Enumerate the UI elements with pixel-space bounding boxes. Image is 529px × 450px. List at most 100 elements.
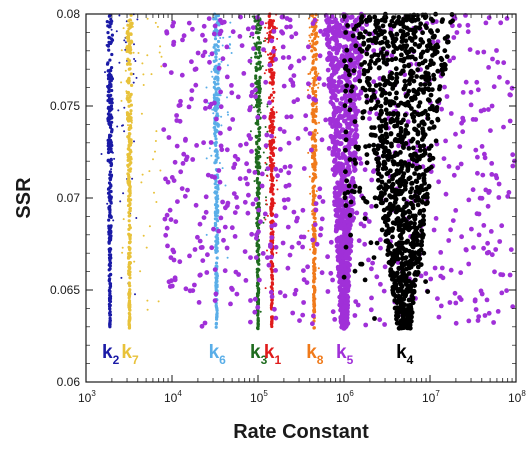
point-k2 [109,143,113,147]
point-k5 [504,16,510,21]
point-k1 [270,273,274,277]
point-k5 [457,144,463,150]
point-k2 [108,101,112,105]
point-k4 [358,261,363,267]
point-k5 [311,313,316,319]
point-k8 [311,177,315,181]
point-k3 [256,145,260,149]
point-k5 [164,30,170,36]
point-k4 [415,91,421,97]
point-k5 [493,247,499,252]
point-k2 [108,303,112,307]
point-k2 [107,48,111,52]
point-k7 [129,25,133,29]
point-k7 [120,49,123,52]
point-k3 [255,217,259,221]
point-k8 [313,26,317,30]
point-k2 [135,217,138,219]
point-k5 [439,106,444,112]
point-k5 [224,44,230,50]
point-k5 [229,225,235,231]
point-k3 [249,130,252,133]
point-k6 [229,43,232,46]
point-k8 [312,232,316,236]
point-k5 [255,114,261,120]
point-k6 [215,150,219,154]
point-k2 [106,99,110,103]
point-k4 [357,78,363,84]
point-k5 [468,102,474,108]
point-k4 [379,179,385,185]
point-k4 [379,110,384,116]
point-k1 [270,72,274,76]
point-k4 [396,245,402,251]
point-k6 [215,173,219,177]
point-k5 [329,95,335,101]
point-k5 [378,245,383,251]
point-k5 [179,72,185,78]
point-k8 [314,89,318,94]
point-k5 [216,65,222,71]
point-k5 [435,296,440,301]
point-k2 [123,106,126,109]
point-k4 [382,35,388,41]
point-k5 [348,239,354,245]
point-k3 [250,56,253,59]
point-k5 [332,202,338,208]
point-k5 [209,245,215,251]
point-k6 [215,317,219,321]
point-k5 [363,322,369,328]
point-k8 [314,145,318,149]
point-k1 [269,22,272,25]
point-k5 [326,146,332,151]
point-k5 [199,245,205,250]
point-k5 [275,173,280,179]
point-k4 [385,111,390,116]
point-k5 [245,26,251,32]
point-k5 [326,24,332,29]
point-k2 [108,307,112,311]
point-k2 [132,81,135,84]
point-k5 [331,71,337,76]
point-k2 [109,200,113,204]
point-k6 [217,62,221,66]
point-k1 [268,142,272,146]
point-k5 [336,79,342,85]
point-k6 [214,43,218,47]
point-k5 [234,195,239,200]
point-k4 [369,54,375,59]
point-k1 [266,175,269,177]
point-k4 [395,270,400,276]
point-k3 [254,65,258,70]
point-k5 [306,94,312,100]
point-k8 [314,121,316,124]
point-k5 [307,131,313,136]
point-k5 [289,244,295,250]
point-k5 [267,100,272,106]
point-k6 [215,272,219,276]
point-k5 [312,17,318,23]
point-k4 [366,15,372,20]
point-k5 [169,278,174,284]
point-k4 [406,88,412,94]
point-k3 [252,36,255,39]
point-k7 [129,126,133,130]
point-k5 [450,218,456,224]
point-k5 [284,24,289,30]
point-k4 [404,287,409,293]
point-k8 [310,32,314,37]
point-k5 [174,113,180,118]
point-k8 [313,189,316,192]
point-k3 [257,253,261,257]
point-k5 [330,101,336,107]
point-k1 [269,52,273,56]
point-k8 [312,248,316,252]
point-k3 [257,94,261,98]
point-k4 [396,240,402,246]
point-k4 [423,12,428,18]
point-k6 [214,55,218,59]
point-k7 [155,130,158,133]
point-k5 [358,90,364,96]
point-k5 [269,294,275,300]
point-k2 [109,162,114,167]
